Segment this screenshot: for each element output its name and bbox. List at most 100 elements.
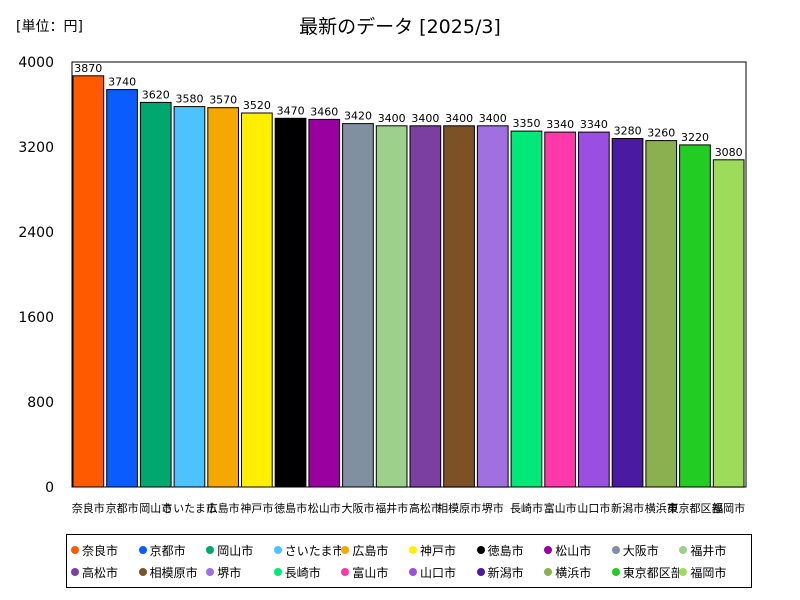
legend-swatch	[408, 568, 417, 576]
legend-swatch	[476, 546, 485, 554]
legend-swatch	[679, 546, 688, 554]
legend-label: 堺市	[217, 565, 242, 580]
legend-item: 横浜市	[544, 564, 612, 581]
x-tick-label: 横浜市	[645, 501, 678, 515]
value-label: 3420	[344, 110, 372, 123]
legend-swatch	[71, 568, 79, 576]
y-tick-label: 3200	[18, 140, 54, 156]
legend-swatch	[544, 568, 553, 576]
legend-label: 新潟市	[487, 565, 524, 580]
legend-label: 横浜市	[555, 565, 592, 580]
x-tick-label: 松山市	[308, 501, 341, 515]
bar-高松市	[409, 125, 442, 488]
bar-京都市	[106, 89, 138, 488]
legend-label: さいたま市	[284, 543, 342, 558]
x-tick-label: 神戸市	[240, 501, 273, 515]
chart-title: 最新のデータ [2025/3]	[299, 16, 501, 38]
value-label: 3870	[74, 62, 102, 75]
legend-label: 福岡市	[690, 565, 727, 580]
legend-swatch	[138, 568, 147, 576]
value-label: 3400	[411, 112, 439, 125]
x-tick-label: 相模原市	[437, 501, 481, 515]
bar-さいたま市	[173, 106, 206, 488]
legend-item: 堺市	[206, 564, 274, 581]
bar-富山市	[544, 131, 576, 488]
legend-swatch	[71, 546, 79, 554]
value-label: 3340	[546, 118, 574, 131]
legend-label: 大阪市	[622, 543, 659, 558]
x-axis-ticks: 奈良市 京都市 岡山市さいたま市広島市 神戸市 徳島市 松山市 大阪市 福井市 高松市相模原市堺…	[72, 501, 745, 515]
legend-swatch	[273, 546, 282, 554]
legend-label: 山口市	[419, 565, 456, 580]
value-label: 3400	[479, 112, 507, 125]
bar-奈良市	[72, 75, 105, 488]
value-label: 3740	[108, 76, 136, 89]
legend-label: 東京都区部	[622, 565, 680, 580]
legend-swatch	[341, 546, 350, 554]
bars-layer	[72, 75, 745, 488]
bar-横浜市	[645, 140, 678, 488]
legend-item: 高松市	[71, 564, 139, 581]
bar-堺市	[476, 125, 509, 488]
legend: 奈良市 京都市 岡山市 さいたま市 広島市 神戸市 徳島市 松山市 大阪市 福井市高松市 相模原市 堺…	[66, 534, 752, 588]
legend-label: 福井市	[690, 543, 727, 558]
legend-swatch	[206, 546, 215, 554]
legend-item: 新潟市	[476, 564, 545, 581]
unit-label: [単位：円]	[16, 19, 83, 35]
legend-item: 山口市	[408, 564, 477, 581]
bar-岡山市	[139, 101, 172, 488]
x-tick-label: 長崎市	[510, 501, 543, 515]
value-label: 3080	[715, 146, 743, 159]
legend-label: 徳島市	[487, 543, 524, 558]
bar-福岡市	[712, 159, 745, 488]
bar-長崎市	[510, 130, 543, 488]
legend-item: 東京都区部	[611, 564, 680, 581]
legend-item: 相模原市	[138, 564, 207, 581]
x-tick-label: 岡山市	[139, 501, 172, 515]
legend-item: 松山市	[544, 542, 612, 559]
value-label: 3260	[647, 127, 675, 140]
value-label: 3350	[513, 117, 541, 130]
legend-swatch	[206, 568, 215, 576]
bar-徳島市	[274, 117, 307, 488]
legend-label: 相模原市	[149, 565, 198, 580]
legend-swatch	[611, 568, 620, 576]
x-tick-label: 福井市	[375, 501, 408, 515]
legend-label: 松山市	[555, 543, 592, 558]
bar-広島市	[207, 107, 240, 488]
legend-label: 長崎市	[284, 565, 321, 580]
legend-swatch	[679, 568, 688, 576]
y-tick-label: 800	[27, 395, 54, 411]
y-axis-ticks: 0 800 1600 2400 3200 4000	[18, 55, 54, 496]
y-tick-label: 0	[45, 480, 54, 496]
value-label: 3400	[378, 112, 406, 125]
bar-松山市	[308, 118, 341, 488]
legend-swatch	[611, 546, 620, 554]
legend-swatch	[273, 568, 282, 576]
x-tick-label: 大阪市	[342, 501, 375, 515]
legend-swatch	[138, 546, 147, 554]
value-label: 3340	[580, 118, 608, 131]
legend-item: 奈良市	[71, 542, 139, 559]
bar-福井市	[375, 125, 408, 488]
bar-新潟市	[611, 138, 644, 488]
legend-item: 福岡市	[679, 564, 747, 581]
legend-label: 神戸市	[419, 543, 456, 558]
legend-item: 岡山市	[206, 542, 274, 559]
legend-label: 奈良市	[82, 543, 119, 558]
legend-item: 京都市	[138, 542, 207, 559]
bar-大阪市	[342, 123, 374, 488]
x-tick-label: 徳島市	[274, 501, 307, 515]
value-label: 3520	[243, 99, 271, 112]
legend-item: 広島市	[341, 542, 409, 559]
legend-swatch	[408, 546, 417, 554]
bar-東京都区部	[679, 144, 711, 488]
value-label: 3220	[681, 131, 709, 144]
bar-相模原市	[443, 125, 475, 488]
y-tick-label: 2400	[18, 225, 54, 241]
value-labels-layer: 3870 3740 3620 3580 3570 3520 3470 3460 3420 3400…	[74, 62, 742, 159]
x-tick-label: 福岡市	[712, 501, 745, 515]
legend-label: 岡山市	[217, 543, 254, 558]
legend-item: さいたま市	[273, 542, 342, 559]
